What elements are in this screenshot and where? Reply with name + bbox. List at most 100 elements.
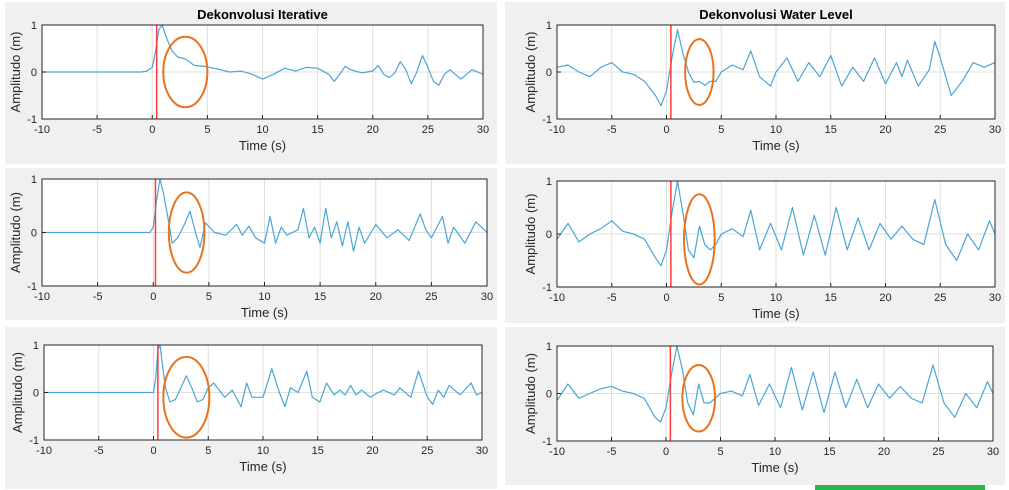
x-tick-label: 25 <box>934 124 946 136</box>
y-tick-label: 0 <box>546 389 552 401</box>
x-tick-label: 10 <box>769 446 781 458</box>
x-tick-label: 0 <box>150 291 156 303</box>
x-tick-label: 5 <box>205 445 211 457</box>
x-tick-label: 30 <box>476 445 488 457</box>
x-axis-label: Time (s) <box>752 138 799 153</box>
highlight-ellipse <box>167 191 206 274</box>
x-tick-label: -5 <box>92 124 102 136</box>
x-tick-label: 20 <box>370 291 382 303</box>
x-tick-label: 0 <box>150 445 156 457</box>
y-tick-label: -1 <box>27 114 37 126</box>
x-tick-label: 25 <box>422 124 434 136</box>
x-tick-label: 25 <box>932 446 944 458</box>
signal-line <box>556 345 994 423</box>
y-tick-label: 1 <box>546 176 552 188</box>
x-tick-label: 25 <box>425 291 437 303</box>
x-tick-label: 15 <box>312 124 324 136</box>
x-axis-label: Time (s) <box>752 306 799 321</box>
y-tick-label: -1 <box>29 435 39 447</box>
x-axis-label: Time (s) <box>751 460 798 475</box>
x-tick-label: 25 <box>934 292 946 304</box>
y-tick-label: -1 <box>542 282 552 294</box>
x-tick-label: -10 <box>36 445 52 457</box>
y-axis-label: Amplitudo (m) <box>10 352 25 433</box>
x-tick-label: 5 <box>718 124 724 136</box>
x-tick-label: 10 <box>258 291 270 303</box>
signal-line <box>42 178 488 252</box>
x-tick-label: -5 <box>607 292 617 304</box>
x-tick-label: 0 <box>149 124 155 136</box>
x-tick-label: 30 <box>987 446 999 458</box>
x-tick-label: 15 <box>825 124 837 136</box>
y-axis-label: Amplitudo (m) <box>523 194 538 275</box>
x-tick-label: -10 <box>549 292 565 304</box>
y-tick-label: -1 <box>542 114 552 126</box>
y-tick-label: 0 <box>31 228 37 240</box>
highlight-ellipse <box>683 193 716 286</box>
chart-title: Dekonvolusi Water Level <box>699 7 852 22</box>
y-tick-label: 0 <box>546 67 552 79</box>
x-tick-label: 15 <box>312 445 324 457</box>
x-tick-label: 5 <box>204 124 210 136</box>
chart-title: Dekonvolusi Iterative <box>197 7 328 22</box>
y-tick-label: 0 <box>31 67 37 79</box>
x-axis-label: Time (s) <box>239 138 286 153</box>
x-tick-label: 20 <box>879 124 891 136</box>
signal-line <box>556 29 996 107</box>
x-tick-label: 20 <box>367 124 379 136</box>
x-tick-label: 10 <box>256 124 268 136</box>
y-tick-label: 1 <box>546 341 552 353</box>
x-axis-label: Time (s) <box>241 305 288 320</box>
x-tick-label: -10 <box>549 124 565 136</box>
y-tick-label: 1 <box>31 174 37 186</box>
x-tick-label: 15 <box>823 446 835 458</box>
x-tick-label: 20 <box>879 292 891 304</box>
x-tick-label: 5 <box>206 291 212 303</box>
x-tick-label: -5 <box>94 445 104 457</box>
y-tick-label: 1 <box>33 340 39 352</box>
x-tick-label: -10 <box>549 446 565 458</box>
highlight-ellipse <box>684 38 715 106</box>
x-tick-label: -5 <box>607 446 617 458</box>
x-tick-label: 10 <box>770 124 782 136</box>
x-tick-label: 10 <box>770 292 782 304</box>
signal-line <box>44 344 483 408</box>
y-axis-label: Amplitudo (m) <box>523 32 538 113</box>
x-tick-label: 15 <box>314 291 326 303</box>
highlight-ellipse <box>681 364 717 433</box>
x-tick-label: 5 <box>718 292 724 304</box>
x-tick-label: -5 <box>607 124 617 136</box>
x-tick-label: 30 <box>481 291 493 303</box>
x-axis-label: Time (s) <box>239 459 286 474</box>
x-tick-label: -5 <box>93 291 103 303</box>
signal-line <box>556 180 996 267</box>
y-tick-label: 0 <box>546 229 552 241</box>
x-tick-label: 30 <box>989 124 1001 136</box>
x-tick-label: 25 <box>421 445 433 457</box>
x-tick-label: -10 <box>34 124 50 136</box>
y-tick-label: 1 <box>546 20 552 32</box>
y-tick-label: 1 <box>31 20 37 32</box>
y-tick-label: -1 <box>27 281 37 293</box>
x-tick-label: 20 <box>878 446 890 458</box>
x-tick-label: 30 <box>477 124 489 136</box>
x-tick-label: 0 <box>663 124 669 136</box>
y-tick-label: 0 <box>33 388 39 400</box>
y-axis-label: Amplitudo (m) <box>8 192 23 273</box>
green-strip <box>815 485 985 490</box>
x-tick-label: 10 <box>257 445 269 457</box>
x-tick-label: 15 <box>825 292 837 304</box>
highlight-ellipse <box>162 35 209 109</box>
x-tick-label: 30 <box>989 292 1001 304</box>
y-axis-label: Amplitudo (m) <box>8 32 23 113</box>
x-tick-label: 0 <box>663 292 669 304</box>
x-tick-label: 20 <box>366 445 378 457</box>
